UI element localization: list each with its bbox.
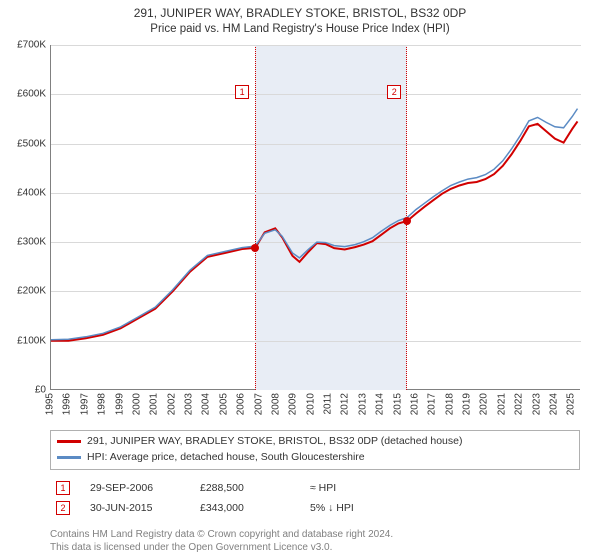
chart-area: 12 £0£100K£200K£300K£400K£500K£600K£700K… xyxy=(50,45,580,390)
x-tick-label: 1997 xyxy=(79,393,90,415)
event-price: £343,000 xyxy=(200,502,290,514)
legend-label: HPI: Average price, detached house, Sout… xyxy=(87,450,365,466)
legend-row: 291, JUNIPER WAY, BRADLEY STOKE, BRISTOL… xyxy=(57,434,573,450)
event-price: £288,500 xyxy=(200,482,290,494)
x-tick-label: 2013 xyxy=(357,393,368,415)
x-tick-label: 2017 xyxy=(427,393,438,415)
plot: 12 xyxy=(50,45,580,390)
x-tick-label: 2003 xyxy=(184,393,195,415)
event-row: 1 29-SEP-2006 £288,500 ≈ HPI xyxy=(50,478,580,498)
event-label-box: 1 xyxy=(235,85,249,99)
series-line-price_paid xyxy=(51,121,578,340)
legend-series: 291, JUNIPER WAY, BRADLEY STOKE, BRISTOL… xyxy=(50,430,580,470)
legend-row: HPI: Average price, detached house, Sout… xyxy=(57,450,573,466)
legend-label: 291, JUNIPER WAY, BRADLEY STOKE, BRISTOL… xyxy=(87,434,462,450)
x-tick-label: 2001 xyxy=(149,393,160,415)
events-table: 1 29-SEP-2006 £288,500 ≈ HPI 2 30-JUN-20… xyxy=(50,478,580,518)
y-tick-label: £200K xyxy=(17,286,46,297)
x-tick-label: 2024 xyxy=(548,393,559,415)
x-tick-label: 2000 xyxy=(131,393,142,415)
x-tick-label: 2014 xyxy=(375,393,386,415)
x-tick-label: 2004 xyxy=(201,393,212,415)
x-tick-label: 2018 xyxy=(444,393,455,415)
footer-line: This data is licensed under the Open Gov… xyxy=(50,541,580,554)
footer-line: Contains HM Land Registry data © Crown c… xyxy=(50,528,580,541)
x-tick-label: 2006 xyxy=(236,393,247,415)
x-tick-label: 2002 xyxy=(166,393,177,415)
event-marker xyxy=(251,244,259,252)
legend: 291, JUNIPER WAY, BRADLEY STOKE, BRISTOL… xyxy=(50,430,580,518)
x-tick-label: 2009 xyxy=(288,393,299,415)
x-tick-label: 2025 xyxy=(566,393,577,415)
x-tick-label: 1999 xyxy=(114,393,125,415)
event-delta: ≈ HPI xyxy=(310,482,400,494)
x-tick-label: 2010 xyxy=(305,393,316,415)
x-tick-label: 2020 xyxy=(479,393,490,415)
event-row: 2 30-JUN-2015 £343,000 5% ↓ HPI xyxy=(50,498,580,518)
footer: Contains HM Land Registry data © Crown c… xyxy=(50,528,580,554)
y-tick-label: £100K xyxy=(17,335,46,346)
x-tick-label: 2015 xyxy=(392,393,403,415)
x-tick-label: 1995 xyxy=(45,393,56,415)
event-date: 29-SEP-2006 xyxy=(90,482,180,494)
x-tick-label: 2021 xyxy=(496,393,507,415)
x-tick-label: 2008 xyxy=(270,393,281,415)
y-tick-label: £400K xyxy=(17,187,46,198)
x-tick-label: 2005 xyxy=(218,393,229,415)
x-tick-label: 2016 xyxy=(409,393,420,415)
legend-swatch xyxy=(57,440,81,443)
x-tick-label: 1996 xyxy=(62,393,73,415)
y-tick-label: £300K xyxy=(17,237,46,248)
event-date: 30-JUN-2015 xyxy=(90,502,180,514)
y-tick-label: £600K xyxy=(17,89,46,100)
x-tick-label: 2011 xyxy=(323,393,334,415)
x-tick-label: 2023 xyxy=(531,393,542,415)
y-tick-label: £700K xyxy=(17,40,46,51)
chart-title: 291, JUNIPER WAY, BRADLEY STOKE, BRISTOL… xyxy=(0,0,600,20)
chart-subtitle: Price paid vs. HM Land Registry's House … xyxy=(0,20,600,35)
line-chart xyxy=(51,45,581,390)
legend-swatch xyxy=(57,456,81,459)
y-tick-label: £500K xyxy=(17,138,46,149)
x-tick-label: 2019 xyxy=(462,393,473,415)
event-delta: 5% ↓ HPI xyxy=(310,502,400,514)
series-line-hpi xyxy=(51,109,578,340)
x-tick-label: 2012 xyxy=(340,393,351,415)
event-marker xyxy=(403,217,411,225)
x-tick-label: 2007 xyxy=(253,393,264,415)
event-label-box: 2 xyxy=(387,85,401,99)
x-tick-label: 2022 xyxy=(514,393,525,415)
event-number-badge: 2 xyxy=(56,501,70,515)
event-number-badge: 1 xyxy=(56,481,70,495)
x-tick-label: 1998 xyxy=(97,393,108,415)
